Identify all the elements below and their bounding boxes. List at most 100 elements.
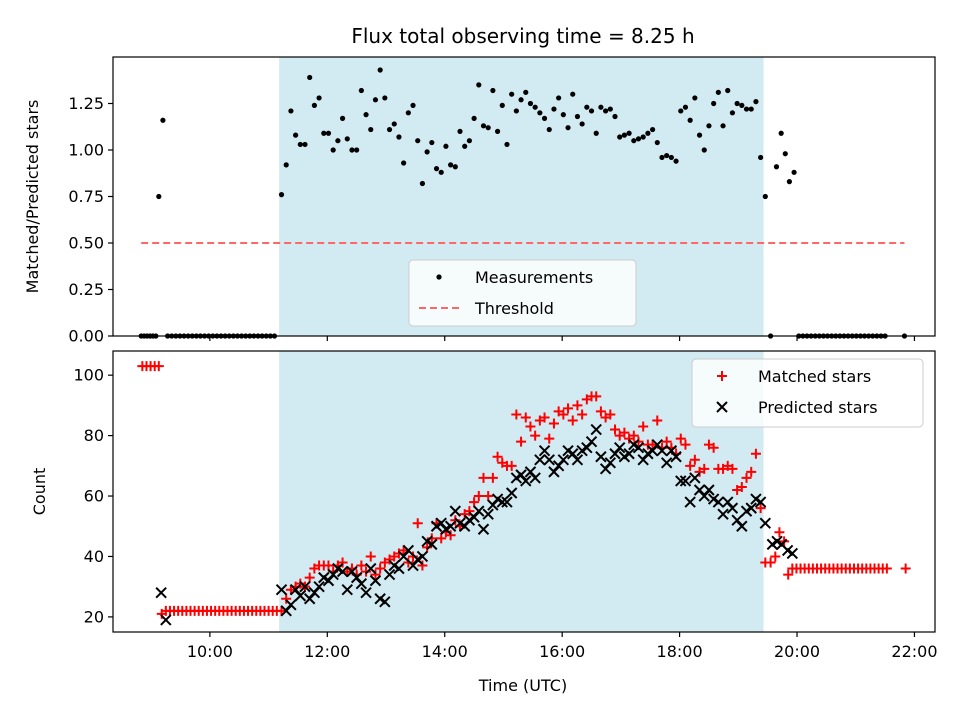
predicted-point [496, 496, 508, 508]
measurement-point [635, 136, 642, 142]
predicted-point [355, 577, 368, 590]
matched-point [567, 415, 578, 426]
predicted-point [482, 508, 494, 520]
predicted-point [313, 580, 325, 593]
predicted-point [473, 505, 485, 517]
measurement-point [527, 100, 534, 107]
y-tick-label: 0.25 [68, 280, 104, 299]
predicted-point [736, 520, 748, 532]
matched-point [675, 433, 686, 444]
matched-point [727, 463, 738, 474]
measurement-point [358, 87, 364, 94]
measurement-point [438, 169, 444, 175]
matched-point [412, 518, 423, 529]
measurement-point [621, 132, 628, 138]
matched-point [365, 551, 376, 562]
predicted-point [538, 445, 551, 457]
matched-point [530, 430, 541, 441]
matched-point [323, 560, 334, 571]
count-panel: 20 40 60 80 100 10:00 12:00 14:00 16:00 18:00 20:0… [30, 350, 938, 661]
matched-point [652, 415, 663, 426]
measurement-point [368, 126, 374, 133]
matched-point [483, 491, 494, 502]
measurement-point [532, 104, 538, 110]
x-tick-label: 14:00 [422, 642, 468, 661]
matched-point [304, 572, 315, 583]
measurement-point [678, 108, 684, 114]
measurement-point [682, 104, 689, 110]
matched-point [746, 466, 757, 477]
matched-point [153, 361, 164, 372]
predicted-point [703, 484, 715, 496]
matched-point [563, 403, 574, 414]
measurement-point [579, 121, 585, 127]
predicted-point [449, 505, 462, 517]
x-tick-label: 12:00 [304, 642, 350, 661]
matched-point [487, 472, 498, 483]
x-tick-label: 10:00 [187, 642, 233, 661]
matched-point [525, 421, 536, 432]
predicted-point [529, 472, 541, 484]
legend: Measurements Threshold [408, 259, 637, 327]
measurement-point [457, 128, 463, 134]
matched-point [633, 436, 644, 447]
measurement-point [335, 138, 341, 144]
matched-point [741, 472, 752, 483]
predicted-point [754, 496, 767, 508]
predicted-point [299, 580, 311, 593]
matched-point [426, 533, 437, 544]
predicted-point [759, 517, 772, 529]
predicted-point [745, 502, 757, 514]
y-tick-label: 0.50 [68, 234, 104, 253]
measurement-point [354, 147, 360, 153]
measurement-point [297, 141, 303, 148]
measurement-point [574, 113, 581, 120]
measurement-point [293, 132, 299, 138]
measurement-point [720, 123, 726, 129]
predicted-point [679, 475, 692, 487]
measurement-point [391, 121, 397, 127]
measurement-point [405, 110, 411, 116]
measurement-point [386, 126, 393, 133]
measurement-point [494, 128, 501, 134]
predicted-point [285, 599, 297, 611]
plot-frame [112, 350, 936, 633]
measurement-point [701, 147, 707, 153]
predicted-point [712, 496, 725, 508]
matched-point [375, 563, 386, 574]
matched-point [422, 542, 433, 553]
x-tick-label: 16:00 [539, 642, 585, 661]
y-tick-label: 80 [84, 426, 104, 445]
measurement-point [687, 117, 693, 123]
measurement-point [743, 106, 750, 112]
y-tick-label: 1.00 [68, 141, 104, 160]
observing-window-shade [279, 351, 764, 632]
measurement-point [499, 102, 505, 108]
matched-point [680, 439, 691, 450]
measurement-point [471, 115, 477, 121]
legend-x-icon [716, 401, 728, 413]
predicted-point [369, 574, 382, 587]
measurement-point [424, 149, 430, 155]
measurement-point [466, 138, 472, 144]
matched-point [436, 533, 447, 544]
measurement-point [415, 138, 421, 144]
matched-point [736, 481, 747, 492]
measurement-point [640, 134, 646, 140]
measurement-point [626, 130, 632, 136]
measurement-point [509, 91, 515, 97]
measurement-point [607, 106, 613, 112]
x-tick-label: 18:00 [657, 642, 703, 661]
y-tick-label: 40 [84, 547, 104, 566]
measurement-point [462, 143, 468, 149]
legend-dot-icon [436, 274, 442, 280]
predicted-point [505, 487, 518, 499]
matched-point [492, 451, 503, 462]
matched-point [473, 491, 484, 502]
predicted-point [670, 451, 682, 463]
matched-point [544, 433, 555, 444]
measurement-point [593, 130, 599, 136]
predicted-point [604, 457, 617, 469]
measurement-point [570, 91, 576, 97]
matched-point [595, 406, 606, 417]
